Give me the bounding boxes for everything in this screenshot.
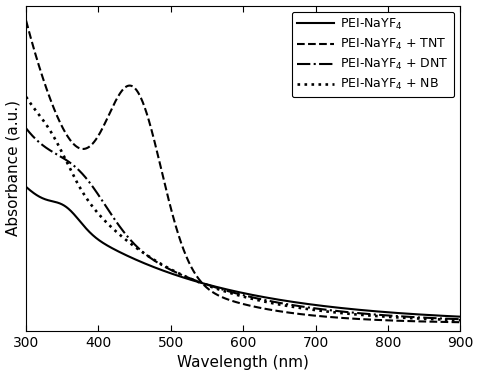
Line: PEI-NaYF$_4$: PEI-NaYF$_4$ xyxy=(26,187,460,317)
Line: PEI-NaYF$_4$ + TNT: PEI-NaYF$_4$ + TNT xyxy=(26,21,460,322)
PEI-NaYF$_4$ + TNT xyxy=(251,304,257,309)
PEI-NaYF$_4$ xyxy=(23,185,29,189)
PEI-NaYF$_4$ + DNT xyxy=(170,268,175,273)
PEI-NaYF$_4$ + NB xyxy=(81,192,87,196)
PEI-NaYF$_4$ + TNT xyxy=(96,132,102,136)
PEI-NaYF$_4$ + NB xyxy=(23,95,29,99)
PEI-NaYF$_4$ + TNT xyxy=(261,306,266,311)
PEI-NaYF$_4$ xyxy=(457,314,463,319)
Line: PEI-NaYF$_4$ + NB: PEI-NaYF$_4$ + NB xyxy=(26,97,460,320)
PEI-NaYF$_4$ + NB xyxy=(170,268,175,272)
PEI-NaYF$_4$ + NB xyxy=(96,212,102,217)
PEI-NaYF$_4$ xyxy=(251,293,257,297)
PEI-NaYF$_4$ + TNT xyxy=(23,18,29,23)
PEI-NaYF$_4$ + TNT xyxy=(457,320,463,324)
PEI-NaYF$_4$ + DNT xyxy=(96,194,102,199)
PEI-NaYF$_4$ xyxy=(96,238,102,243)
PEI-NaYF$_4$ + TNT xyxy=(212,291,217,296)
PEI-NaYF$_4$ + NB xyxy=(261,299,266,303)
PEI-NaYF$_4$ + NB xyxy=(212,286,217,290)
PEI-NaYF$_4$ xyxy=(170,271,175,276)
Legend: PEI-NaYF$_4$, PEI-NaYF$_4$ + TNT, PEI-NaYF$_4$ + DNT, PEI-NaYF$_4$ + NB: PEI-NaYF$_4$, PEI-NaYF$_4$ + TNT, PEI-Na… xyxy=(292,12,454,97)
PEI-NaYF$_4$ + DNT xyxy=(23,126,29,130)
PEI-NaYF$_4$ + NB xyxy=(251,297,257,302)
PEI-NaYF$_4$ xyxy=(81,223,87,228)
PEI-NaYF$_4$ + DNT xyxy=(212,285,217,289)
PEI-NaYF$_4$ + DNT xyxy=(81,173,87,177)
PEI-NaYF$_4$ xyxy=(261,295,266,299)
PEI-NaYF$_4$ + TNT xyxy=(81,147,87,151)
PEI-NaYF$_4$ + TNT xyxy=(170,212,175,216)
PEI-NaYF$_4$ + DNT xyxy=(251,296,257,300)
PEI-NaYF$_4$ + DNT xyxy=(261,297,266,302)
X-axis label: Wavelength (nm): Wavelength (nm) xyxy=(177,355,309,370)
Line: PEI-NaYF$_4$ + DNT: PEI-NaYF$_4$ + DNT xyxy=(26,128,460,319)
PEI-NaYF$_4$ + DNT xyxy=(457,317,463,321)
PEI-NaYF$_4$ + NB xyxy=(457,318,463,323)
Y-axis label: Absorbance (a.u.): Absorbance (a.u.) xyxy=(6,100,21,236)
PEI-NaYF$_4$ xyxy=(212,284,217,289)
